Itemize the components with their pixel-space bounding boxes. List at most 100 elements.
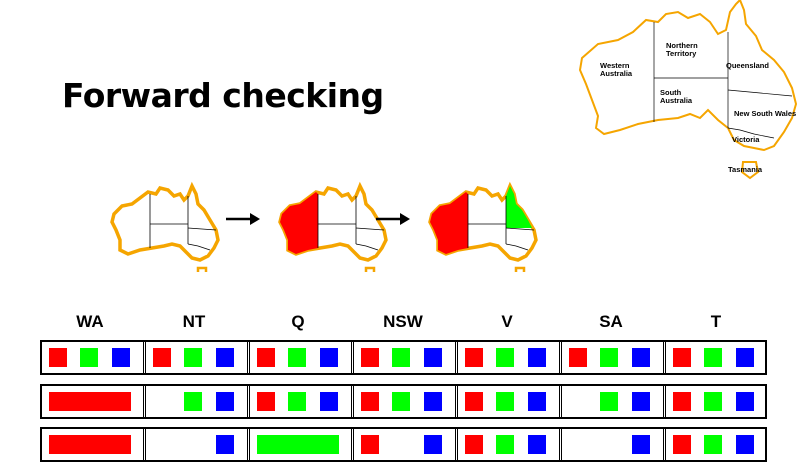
domain-value-green: [184, 392, 202, 411]
domain-value-green: [704, 392, 722, 411]
domain-value-green: [704, 348, 722, 367]
domain-value-blue: [216, 435, 234, 454]
domain-value-blue: [320, 392, 338, 411]
domain-row-2: [40, 384, 767, 419]
mini-map-1: [110, 181, 220, 272]
domain-value-red: [465, 348, 483, 367]
assigned-red-bar: [49, 435, 131, 454]
column-header-nt: NT: [182, 312, 206, 331]
column-header-sa: SA: [599, 312, 623, 331]
domain-value-blue: [424, 348, 442, 367]
domain-value-red: [361, 435, 379, 454]
mini-map-border: [187, 227, 217, 231]
domain-value-blue: [424, 435, 442, 454]
domain-cell-nt: [146, 386, 250, 417]
domain-cell-nt: [146, 342, 250, 373]
domain-value-green: [600, 348, 618, 367]
mini-map-q-fill: [506, 186, 532, 228]
domain-cell-nsw: [354, 386, 458, 417]
map-label-nt: Northern Territory: [666, 41, 700, 58]
domain-cell-v: [458, 386, 562, 417]
tasmania-outline: [740, 161, 760, 180]
mini-map-2: [278, 181, 388, 272]
column-header-v: V: [501, 312, 513, 331]
domain-value-red: [465, 392, 483, 411]
domain-value-blue: [320, 348, 338, 367]
column-header-t: T: [710, 312, 722, 331]
map-label-wa: Western Australia: [600, 61, 633, 78]
domain-value-green: [288, 348, 306, 367]
domain-cell-t: [666, 386, 765, 417]
mini-map-border: [187, 243, 199, 247]
assigned-green-bar: [257, 435, 339, 454]
mini-map-border: [355, 227, 385, 231]
slide-title: Forward checking: [62, 76, 384, 115]
domain-value-blue: [736, 392, 754, 411]
domain-value-blue: [528, 348, 546, 367]
domain-value-red: [49, 348, 67, 367]
australia-map: Western Australia Northern Territory Que…: [578, 0, 799, 182]
domain-value-blue: [216, 392, 234, 411]
column-header-wa: WA: [76, 312, 104, 331]
domain-value-blue: [528, 435, 546, 454]
domain-cell-v: [458, 429, 562, 460]
domain-cell-sa: [562, 342, 666, 373]
domain-row-3: [40, 427, 767, 462]
domain-value-green: [496, 392, 514, 411]
domain-cell-sa: [562, 429, 666, 460]
domain-value-red: [361, 392, 379, 411]
domain-cell-nt: [146, 429, 250, 460]
mini-map-tasmania: [514, 266, 526, 272]
map-sequence-svg: [110, 181, 538, 272]
arrow-2: [376, 213, 410, 225]
mini-map-border: [505, 227, 535, 231]
domain-row-1: [40, 340, 767, 375]
domain-value-green: [704, 435, 722, 454]
mini-map-wa-fill: [430, 192, 468, 254]
map-label-nsw: New South Wales: [734, 109, 796, 118]
domain-cell-wa: [42, 429, 146, 460]
domain-cell-nsw: [354, 342, 458, 373]
map-label-t: Tasmania: [728, 165, 763, 174]
domain-cell-sa: [562, 386, 666, 417]
domain-cell-t: [666, 342, 765, 373]
domain-value-blue: [216, 348, 234, 367]
map-sequence: [110, 172, 590, 272]
column-header-nsw: NSW: [383, 312, 423, 331]
mini-map-tasmania: [196, 266, 208, 272]
domain-value-green: [392, 392, 410, 411]
domain-value-green: [496, 348, 514, 367]
arrow-1: [226, 213, 260, 225]
domain-cell-wa: [42, 386, 146, 417]
map-label-v: Victoria: [732, 135, 760, 144]
domain-value-blue: [632, 392, 650, 411]
mini-map-border: [365, 245, 379, 251]
domain-value-green: [496, 435, 514, 454]
domain-value-red: [673, 392, 691, 411]
mini-map-border: [197, 245, 211, 251]
domain-cell-wa: [42, 342, 146, 373]
domain-value-blue: [112, 348, 130, 367]
domain-value-green: [600, 392, 618, 411]
domain-value-blue: [736, 348, 754, 367]
mini-map-tasmania: [364, 266, 376, 272]
mini-map-border: [515, 245, 529, 251]
domain-value-green: [80, 348, 98, 367]
domain-value-red: [257, 392, 275, 411]
domain-value-blue: [528, 392, 546, 411]
mini-map-border: [355, 243, 367, 247]
australia-outline: [578, 0, 798, 152]
domain-value-blue: [736, 435, 754, 454]
domain-cell-v: [458, 342, 562, 373]
domain-cell-q: [250, 429, 354, 460]
map-label-q: Queensland: [726, 61, 769, 70]
domain-value-red: [569, 348, 587, 367]
mini-map-3: [428, 181, 538, 272]
domain-value-red: [257, 348, 275, 367]
map-label-sa: South Australia: [660, 88, 693, 105]
assigned-red-bar: [49, 392, 131, 411]
domain-cell-t: [666, 429, 765, 460]
domain-value-red: [361, 348, 379, 367]
domain-cell-q: [250, 386, 354, 417]
domain-cell-q: [250, 342, 354, 373]
